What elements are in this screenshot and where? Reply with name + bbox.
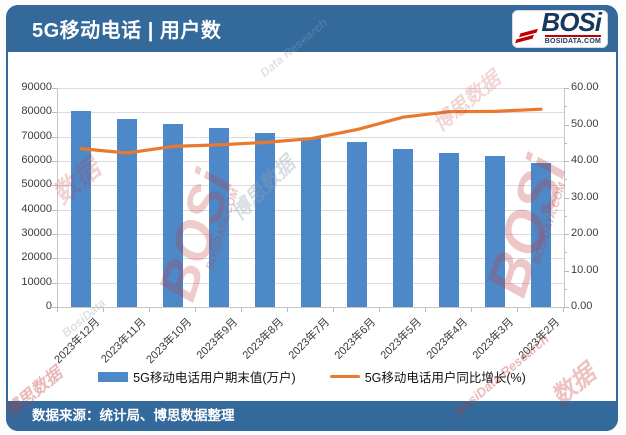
axis-tick — [425, 308, 426, 312]
x-axis-label: 2023年2月 — [516, 316, 563, 362]
axis-tick — [149, 308, 150, 312]
bar — [209, 127, 229, 307]
bar — [531, 162, 551, 307]
x-axis-label: 2023年8月 — [240, 316, 287, 362]
footer-bar: 数据来源：统计局、博思数据整理 — [6, 401, 618, 431]
bar — [163, 123, 183, 307]
legend-line-swatch-icon — [329, 375, 360, 378]
y-axis-label-left: 60000 — [21, 154, 52, 166]
y-axis-label-left: 30000 — [21, 227, 52, 239]
y-axis-label-right: 40.00 — [571, 154, 599, 166]
axis-tick — [564, 288, 567, 290]
x-axis-label: 2023年4月 — [424, 316, 471, 362]
data-source-text: 数据来源：统计局、博思数据整理 — [32, 408, 235, 423]
axis-tick — [564, 106, 567, 108]
y-axis-label-right: 50.00 — [571, 117, 599, 130]
axis-tick — [52, 307, 57, 308]
axis-tick — [241, 308, 242, 312]
axis-tick — [52, 209, 57, 211]
axis-tick — [52, 88, 57, 89]
axis-tick — [52, 258, 57, 260]
chart-plot-area — [57, 88, 565, 308]
x-axis-label: 2023年6月 — [332, 316, 379, 362]
axis-tick — [564, 215, 567, 217]
gridline — [58, 112, 564, 114]
axis-tick — [564, 88, 569, 89]
x-axis-label: 2023年11月 — [99, 316, 149, 366]
y-axis-label-left: 80000 — [21, 105, 52, 118]
axis-tick — [564, 270, 569, 272]
y-axis-label-left: 10000 — [21, 275, 52, 288]
axis-tick — [564, 197, 569, 199]
bar — [485, 156, 505, 307]
axis-tick — [471, 308, 472, 312]
x-axis-label: 2023年5月 — [378, 316, 425, 362]
chart-card: 5G移动电话 | 用户数 BOSi BOSIDATA.COM 5G移动电话用户期… — [6, 5, 618, 431]
y-axis-label-right: 0.00 — [571, 300, 593, 312]
axis-tick — [333, 308, 334, 312]
header-bar: 5G移动电话 | 用户数 BOSi BOSIDATA.COM — [6, 5, 618, 52]
bar — [301, 137, 321, 307]
y-axis-label-left: 20000 — [21, 251, 52, 264]
y-axis-label-left: 50000 — [21, 178, 52, 191]
axis-tick — [52, 112, 57, 114]
axis-tick — [564, 252, 567, 254]
y-axis-label-left: 0 — [45, 300, 52, 312]
axis-tick — [564, 179, 567, 181]
axis-tick — [564, 307, 569, 308]
x-axis-label: 2023年10月 — [144, 316, 195, 367]
axis-tick — [52, 136, 57, 138]
bar — [439, 152, 459, 307]
axis-tick — [52, 185, 57, 187]
axis-tick — [564, 142, 567, 144]
y-axis-label-left: 40000 — [21, 202, 52, 215]
x-axis-label: 2023年9月 — [194, 316, 241, 362]
axis-tick — [103, 308, 104, 312]
bar — [255, 133, 275, 307]
axis-tick — [563, 308, 564, 312]
legend-bar-swatch-icon — [98, 371, 129, 382]
axis-tick — [52, 234, 57, 235]
bosi-logo: BOSi BOSIDATA.COM — [512, 6, 608, 48]
chart-legend: 5G移动电话用户期末值(万户) 5G移动电话用户同比增长(%) — [8, 367, 616, 386]
logo-domain: BOSIDATA.COM — [544, 34, 601, 45]
axis-tick — [564, 161, 569, 162]
legend-item-line: 5G移动电话用户同比增长(%) — [329, 367, 526, 386]
legend-item-bars: 5G移动电话用户期末值(万户) — [98, 367, 296, 386]
axis-tick — [564, 124, 569, 126]
legend-bar-label: 5G移动电话用户期末值(万户) — [133, 371, 296, 385]
axis-tick — [52, 282, 57, 284]
bar — [347, 142, 367, 307]
y-axis-label-right: 30.00 — [571, 190, 599, 203]
axis-tick — [379, 308, 380, 312]
axis-tick — [517, 308, 518, 312]
bar — [393, 148, 413, 307]
legend-line-label: 5G移动电话用户同比增长(%) — [364, 371, 526, 385]
y-axis-label-right: 60.00 — [571, 81, 599, 93]
x-axis-label: 2023年7月 — [286, 316, 333, 362]
bar — [117, 119, 137, 307]
x-axis-label: 2023年3月 — [470, 316, 517, 362]
x-axis-label: 2023年12月 — [52, 316, 103, 367]
trend-line — [79, 107, 543, 155]
page-title: 5G移动电话 | 用户数 — [32, 20, 222, 42]
y-axis-label-left: 90000 — [21, 81, 52, 93]
bar — [71, 111, 91, 307]
y-axis-label-right: 10.00 — [571, 263, 599, 276]
axis-tick — [287, 308, 288, 312]
axis-tick — [52, 161, 57, 162]
axis-tick — [57, 308, 58, 312]
axis-tick — [195, 308, 196, 312]
y-axis-label-right: 20.00 — [571, 227, 599, 239]
y-axis-label-left: 70000 — [21, 129, 52, 142]
gridline — [58, 88, 564, 89]
logo-text: BOSi — [541, 6, 602, 37]
axis-tick — [564, 234, 569, 235]
